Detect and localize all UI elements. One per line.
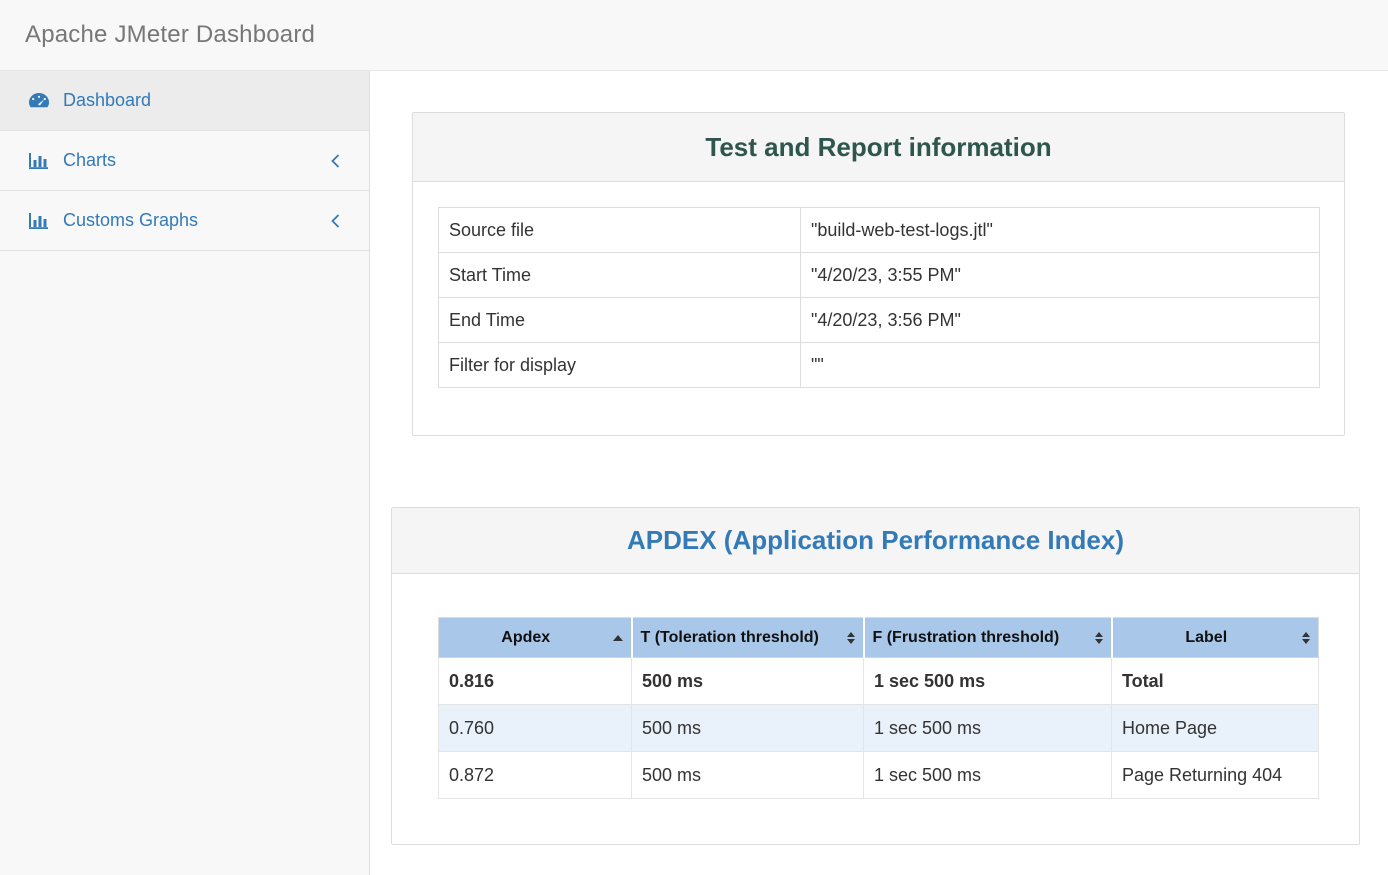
apdex-panel: APDEX (Application Performance Index) Ap… <box>391 507 1360 845</box>
info-value: "4/20/23, 3:56 PM" <box>801 298 1320 343</box>
label-value: Total <box>1112 658 1319 705</box>
table-row: Filter for display "" <box>439 343 1320 388</box>
table-row: 0.816 500 ms 1 sec 500 ms Total <box>439 658 1319 705</box>
toleration-value: 500 ms <box>632 705 864 752</box>
column-header-toleration[interactable]: T (Toleration threshold) <box>632 618 864 658</box>
table-row: Source file "build-web-test-logs.jtl" <box>439 208 1320 253</box>
sort-both-icon <box>1302 632 1310 644</box>
sidebar-item-customs-graphs[interactable]: Customs Graphs <box>0 191 369 251</box>
apdex-value: 0.872 <box>439 752 632 799</box>
sort-asc-icon <box>613 635 623 641</box>
table-row: 0.760 500 ms 1 sec 500 ms Home Page <box>439 705 1319 752</box>
apdex-title: APDEX (Application Performance Index) <box>627 525 1124 556</box>
navbar-brand: Apache JMeter Dashboard <box>0 21 315 49</box>
table-row: 0.872 500 ms 1 sec 500 ms Page Returning… <box>439 752 1319 799</box>
column-header-frustration[interactable]: F (Frustration threshold) <box>864 618 1112 658</box>
info-label: Start Time <box>439 253 801 298</box>
sidebar-item-label: Customs Graphs <box>63 210 198 231</box>
frustration-value: 1 sec 500 ms <box>864 705 1112 752</box>
sort-both-icon <box>847 632 855 644</box>
apdex-panel-heading: APDEX (Application Performance Index) <box>392 508 1359 574</box>
sidebar-item-label: Charts <box>63 150 116 171</box>
apdex-panel-body: Apdex T (Toleration threshold) F (Frustr… <box>392 574 1359 844</box>
sidebar-item-dashboard[interactable]: Dashboard <box>0 71 369 131</box>
info-label: Source file <box>439 208 801 253</box>
label-value: Page Returning 404 <box>1112 752 1319 799</box>
apdex-value: 0.760 <box>439 705 632 752</box>
top-navbar: Apache JMeter Dashboard <box>0 0 1388 71</box>
column-header-apdex[interactable]: Apdex <box>439 618 632 658</box>
sort-both-icon <box>1095 632 1103 644</box>
bar-chart-icon <box>27 212 51 229</box>
apdex-header-row: Apdex T (Toleration threshold) F (Frustr… <box>439 618 1319 658</box>
info-label: Filter for display <box>439 343 801 388</box>
test-info-title: Test and Report information <box>705 132 1051 163</box>
test-info-table: Source file "build-web-test-logs.jtl" St… <box>438 207 1320 388</box>
sidebar-item-label: Dashboard <box>63 90 151 111</box>
toleration-value: 500 ms <box>632 658 864 705</box>
test-info-panel: Test and Report information Source file … <box>412 112 1345 436</box>
main-content: Test and Report information Source file … <box>370 71 1388 875</box>
table-row: Start Time "4/20/23, 3:55 PM" <box>439 253 1320 298</box>
info-value: "" <box>801 343 1320 388</box>
dashboard-gauge-icon <box>27 92 51 109</box>
info-value: "4/20/23, 3:55 PM" <box>801 253 1320 298</box>
chevron-left-icon <box>330 152 341 170</box>
toleration-value: 500 ms <box>632 752 864 799</box>
frustration-value: 1 sec 500 ms <box>864 658 1112 705</box>
test-info-panel-body: Source file "build-web-test-logs.jtl" St… <box>413 182 1344 435</box>
label-value: Home Page <box>1112 705 1319 752</box>
table-row: End Time "4/20/23, 3:56 PM" <box>439 298 1320 343</box>
test-info-panel-heading: Test and Report information <box>413 113 1344 182</box>
sidebar: Dashboard Charts <box>0 71 370 875</box>
frustration-value: 1 sec 500 ms <box>864 752 1112 799</box>
sidebar-item-charts[interactable]: Charts <box>0 131 369 191</box>
info-label: End Time <box>439 298 801 343</box>
chevron-left-icon <box>330 212 341 230</box>
info-value: "build-web-test-logs.jtl" <box>801 208 1320 253</box>
column-header-label[interactable]: Label <box>1112 618 1319 658</box>
apdex-value: 0.816 <box>439 658 632 705</box>
bar-chart-icon <box>27 152 51 169</box>
apdex-table: Apdex T (Toleration threshold) F (Frustr… <box>438 617 1319 799</box>
